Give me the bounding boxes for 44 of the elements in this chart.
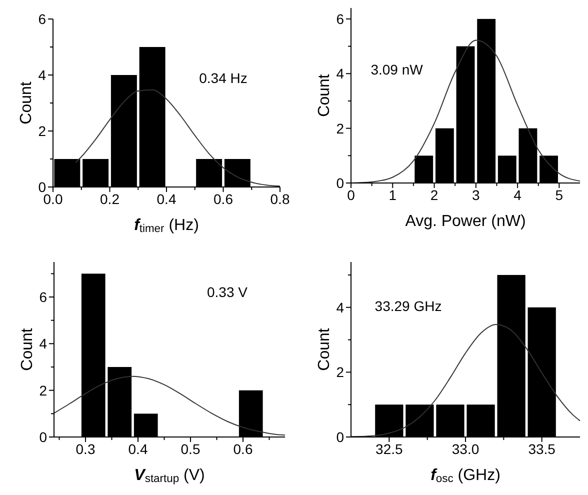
annotation: 0.33 V — [207, 284, 248, 300]
y-tick-label: 2 — [38, 123, 46, 139]
x-tick-label: 33.0 — [452, 441, 480, 457]
y-tick-label: 4 — [38, 67, 46, 83]
x-tick-label: 0.3 — [76, 441, 96, 457]
y-axis-title: Count — [316, 328, 333, 371]
x-tick-label: 0.4 — [128, 441, 148, 457]
y-axis-title: Count — [18, 81, 35, 124]
y-tick-label: 2 — [336, 364, 344, 380]
annotation: 33.29 GHz — [374, 298, 442, 314]
x-tick-label: 0.5 — [180, 441, 200, 457]
y-axis-title: Count — [19, 328, 36, 371]
y-tick-label: 2 — [39, 382, 48, 398]
x-tick-label: 0.2 — [100, 191, 120, 207]
x-tick-label: 0.6 — [214, 191, 234, 207]
x-tick-label: 4 — [514, 187, 522, 203]
y-axis-title: Count — [316, 74, 333, 117]
y-tick-label: 0 — [39, 429, 48, 445]
y-tick-label: 4 — [39, 336, 48, 352]
x-tick-label: 2 — [430, 187, 438, 203]
x-tick-label: 32.5 — [376, 441, 404, 457]
x-tick-label: 5 — [555, 187, 564, 203]
x-tick-label: 0.6 — [233, 441, 253, 457]
x-tick-label: 1 — [388, 187, 397, 203]
y-tick-label: 4 — [336, 66, 344, 82]
y-tick-label: 6 — [38, 11, 46, 27]
y-tick-label: 6 — [336, 10, 344, 27]
x-tick-label: 3 — [472, 187, 480, 203]
x-axis-title: f$_{timer}$ (Hz) — [134, 217, 199, 235]
y-tick-label: 0 — [336, 429, 344, 445]
x-axis-title: V$_{startup}$ (V) — [134, 467, 205, 485]
x-tick-label: 33.5 — [528, 441, 556, 457]
x-tick-label: 0.4 — [156, 191, 176, 207]
x-tick-label: 0.8 — [270, 191, 290, 207]
y-tick-label: 4 — [336, 299, 344, 316]
y-tick-label: 2 — [336, 120, 344, 136]
x-tick-label: 0 — [347, 187, 356, 203]
x-axis-title: Avg. Power (nW) — [405, 213, 526, 230]
annotation: 0.34 Hz — [199, 70, 248, 86]
x-tick-label: 0.0 — [43, 191, 63, 207]
annotation: 3.09 nW — [370, 62, 424, 78]
x-axis-title: f$_{osc}$ (GHz) — [430, 467, 500, 485]
y-tick-label: 0 — [336, 175, 344, 191]
y-tick-label: 6 — [39, 289, 48, 305]
